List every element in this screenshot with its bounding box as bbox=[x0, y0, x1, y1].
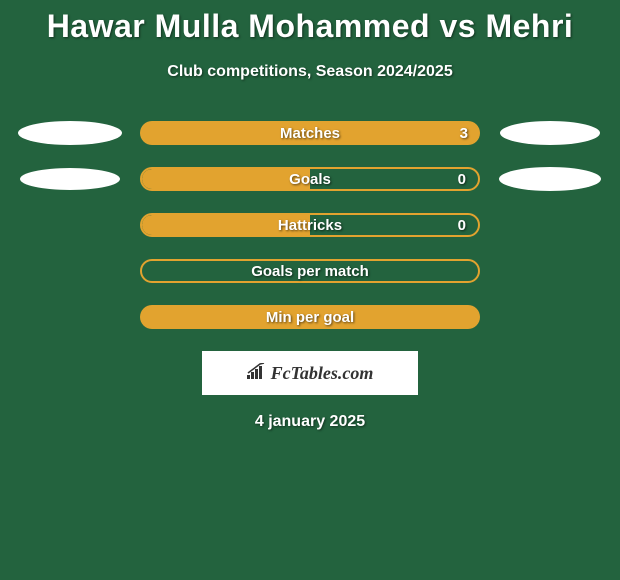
stat-value-right: 0 bbox=[458, 217, 466, 234]
stat-bar: Min per goal bbox=[140, 305, 480, 329]
left-avatar-slot bbox=[10, 168, 130, 190]
right-avatar-slot bbox=[490, 121, 610, 145]
stat-label: Hattricks bbox=[278, 217, 342, 234]
player-avatar-left bbox=[18, 121, 122, 145]
right-avatar-slot bbox=[490, 167, 610, 191]
stat-bar: Goals 0 bbox=[140, 167, 480, 191]
stat-label: Min per goal bbox=[266, 309, 354, 326]
stat-row: Hattricks 0 bbox=[0, 213, 620, 237]
stat-label: Matches bbox=[280, 125, 340, 142]
player-avatar-right bbox=[500, 121, 600, 145]
page-subtitle: Club competitions, Season 2024/2025 bbox=[0, 63, 620, 81]
stat-row: Matches 3 bbox=[0, 121, 620, 145]
page-title: Hawar Mulla Mohammed vs Mehri bbox=[0, 8, 620, 45]
stat-label: Goals bbox=[289, 171, 331, 188]
logo-box[interactable]: FcTables.com bbox=[202, 351, 418, 395]
logo-text: FcTables.com bbox=[247, 363, 374, 384]
stat-bar: Goals per match bbox=[140, 259, 480, 283]
logo-label: FcTables.com bbox=[271, 363, 374, 384]
player-avatar-left bbox=[20, 168, 120, 190]
date-label: 4 january 2025 bbox=[0, 413, 620, 431]
main-container: Hawar Mulla Mohammed vs Mehri Club compe… bbox=[0, 0, 620, 431]
stats-area: Matches 3 Goals 0 Hattricks 0 Goals per match M… bbox=[0, 121, 620, 329]
stat-row: Goals 0 bbox=[0, 167, 620, 191]
chart-icon bbox=[247, 363, 267, 384]
stat-label: Goals per match bbox=[251, 263, 369, 280]
stat-bar-fill bbox=[142, 169, 310, 189]
stat-bar: Matches 3 bbox=[140, 121, 480, 145]
stat-row: Goals per match bbox=[0, 259, 620, 283]
stat-value-right: 3 bbox=[460, 125, 468, 142]
left-avatar-slot bbox=[10, 121, 130, 145]
stat-bar: Hattricks 0 bbox=[140, 213, 480, 237]
player-avatar-right bbox=[499, 167, 601, 191]
stat-value-right: 0 bbox=[458, 171, 466, 188]
stat-row: Min per goal bbox=[0, 305, 620, 329]
